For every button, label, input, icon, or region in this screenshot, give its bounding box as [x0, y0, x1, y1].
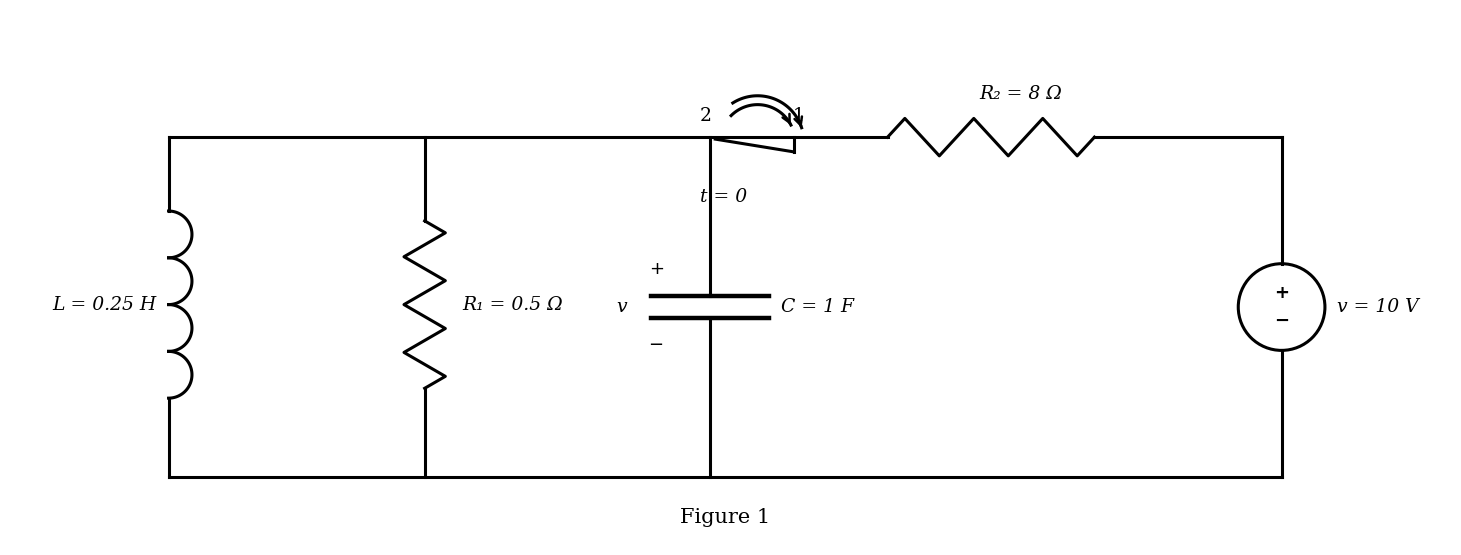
Text: C = 1 F: C = 1 F [782, 298, 855, 316]
Text: 1: 1 [793, 107, 805, 125]
Text: v = 10 V: v = 10 V [1337, 298, 1419, 316]
Text: t = 0: t = 0 [700, 188, 748, 206]
Text: 2: 2 [700, 107, 712, 125]
Text: L = 0.25 H: L = 0.25 H [53, 296, 156, 314]
Text: v: v [617, 298, 627, 316]
Text: R₁ = 0.5 Ω: R₁ = 0.5 Ω [462, 296, 562, 314]
Text: +: + [649, 260, 663, 279]
Text: −: − [1274, 312, 1289, 330]
Text: R₂ = 8 Ω: R₂ = 8 Ω [979, 85, 1062, 103]
Text: −: − [649, 336, 663, 354]
Text: +: + [1274, 284, 1289, 302]
Text: Figure 1: Figure 1 [679, 508, 770, 527]
